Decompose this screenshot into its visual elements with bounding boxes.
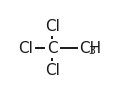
Text: Cl: Cl (44, 19, 59, 34)
Text: Cl: Cl (18, 41, 32, 56)
Text: CH: CH (79, 41, 101, 56)
Text: 3: 3 (88, 46, 95, 56)
Text: Cl: Cl (44, 63, 59, 78)
Text: C: C (47, 41, 57, 56)
